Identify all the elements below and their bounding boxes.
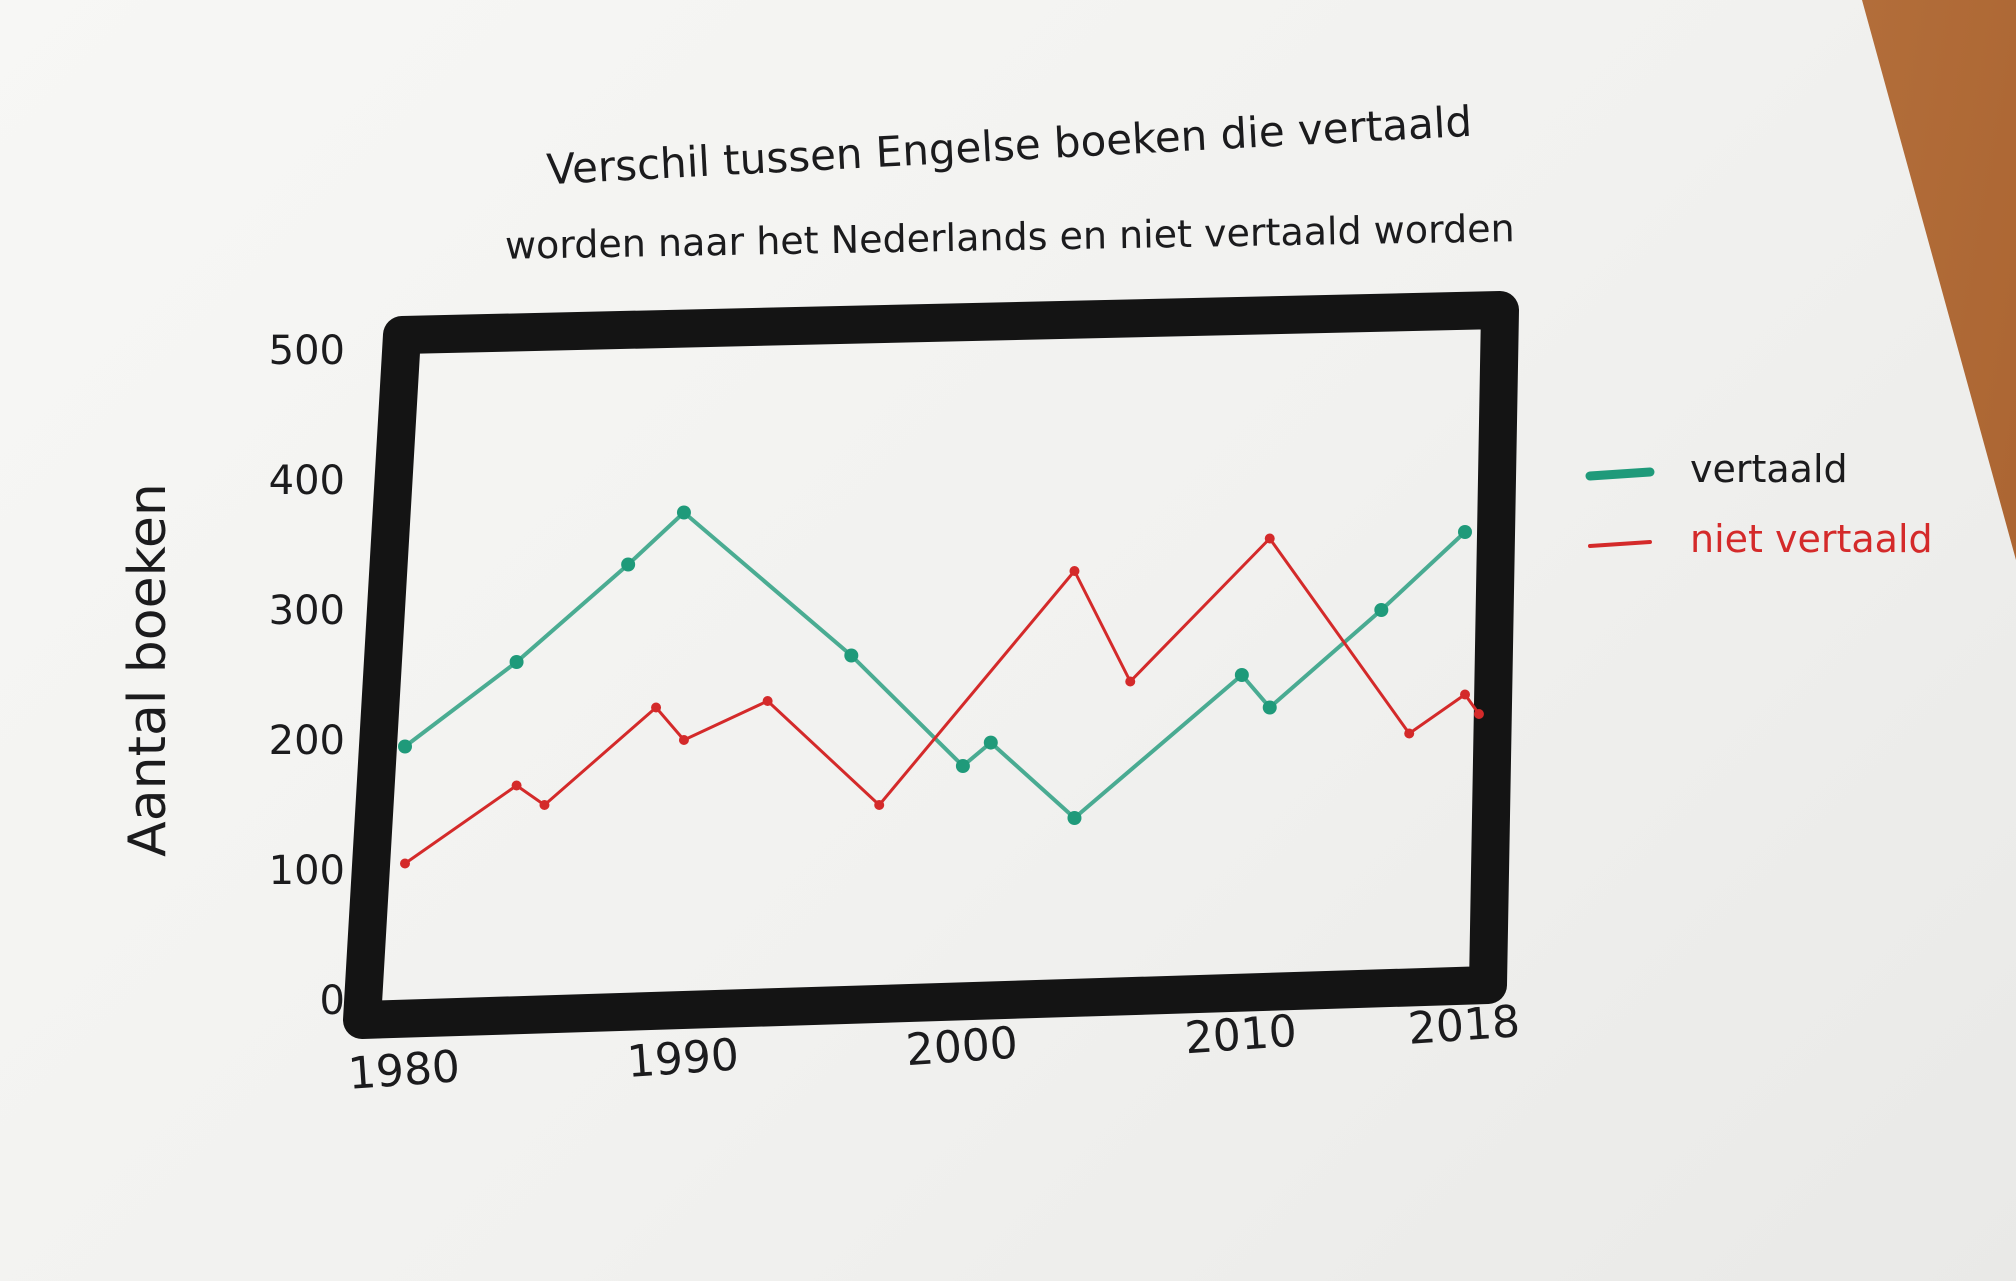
data-point [1374, 603, 1389, 617]
data-point [1234, 668, 1249, 682]
data-point [1460, 689, 1470, 700]
series-niet-vertaald [400, 533, 1484, 869]
legend-label: vertaald [1690, 447, 1848, 491]
data-point [511, 780, 522, 791]
x-tick-label: 2010 [1183, 1006, 1298, 1065]
data-point [539, 800, 550, 810]
data-point [955, 759, 970, 773]
data-point [1262, 700, 1277, 715]
y-tick-label: 100 [269, 848, 345, 894]
data-point [1473, 709, 1484, 719]
data-point [1067, 811, 1082, 825]
legend-swatch [1588, 540, 1652, 548]
legend-label: niet vertaald [1690, 517, 1933, 561]
data-point [651, 702, 662, 713]
x-tick-label: 1990 [625, 1029, 740, 1088]
data-point [844, 648, 859, 663]
data-point [509, 655, 524, 669]
y-tick-label: 200 [269, 718, 345, 764]
y-tick-label: 0 [320, 978, 345, 1024]
legend: vertaald niet vertaald [1585, 447, 1933, 561]
y-tick-label: 300 [269, 588, 345, 634]
data-point [1404, 728, 1415, 739]
x-tick-label: 2000 [904, 1018, 1019, 1077]
x-tick-label: 1980 [346, 1041, 461, 1100]
series-line [403, 537, 1481, 865]
data-point [398, 739, 412, 754]
y-tick-labels: 0 100 200 300 400 500 [269, 328, 345, 1024]
y-axis-label: Aantal boeken [118, 483, 178, 857]
data-point [1069, 566, 1080, 576]
data-point [983, 735, 998, 750]
series-layer [398, 505, 1484, 869]
data-point [1264, 533, 1275, 544]
data-point [762, 696, 773, 706]
x-tick-labels: 1980 1990 2000 2010 2018 [346, 996, 1521, 1100]
data-point [676, 505, 691, 520]
data-point [400, 858, 410, 869]
series-vertaald [398, 505, 1472, 825]
data-point [621, 557, 636, 572]
y-tick-label: 500 [269, 328, 345, 374]
series-line [403, 510, 1467, 820]
data-point [678, 735, 689, 745]
legend-swatch [1585, 467, 1655, 481]
plot-frame [343, 291, 1519, 1039]
chart-title-line1: Verschil tussen Engelse boeken die verta… [545, 97, 1473, 194]
data-point [1125, 676, 1136, 687]
data-point [1458, 525, 1472, 539]
x-tick-label: 2018 [1406, 996, 1521, 1055]
data-point [874, 800, 885, 810]
chart-title-line2: worden naar het Nederlands en niet verta… [505, 206, 1515, 268]
y-tick-label: 400 [269, 458, 345, 504]
